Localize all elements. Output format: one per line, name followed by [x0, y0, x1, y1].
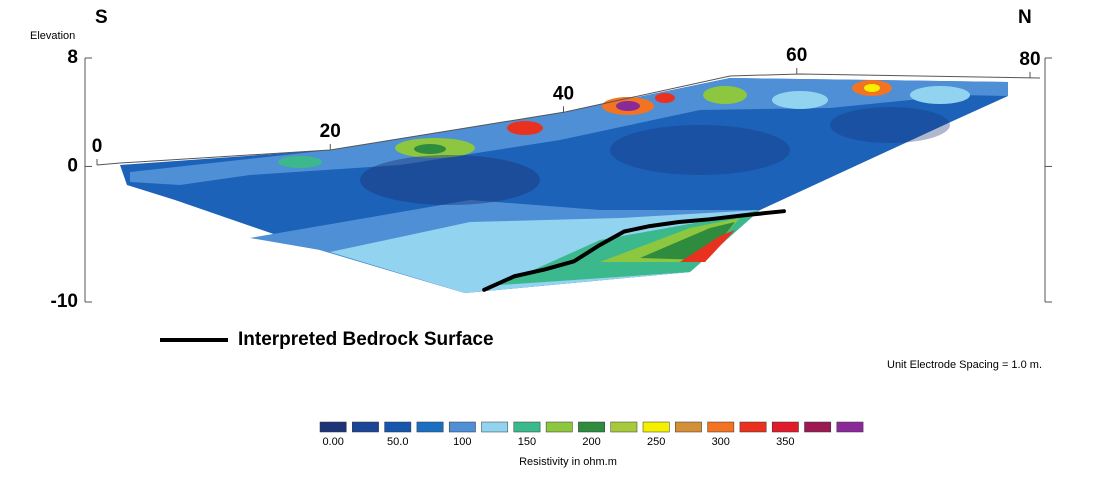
- colorbar-swatch: [545, 421, 573, 433]
- x-tick-label: 60: [786, 45, 807, 66]
- resistivity-section: [96, 73, 1041, 293]
- y-tick-label: 8: [67, 47, 78, 68]
- colorbar-label: Resistivity in ohm.m: [519, 456, 617, 468]
- colorbar-swatch: [771, 421, 799, 433]
- colorbar-tick-label: 50.0: [387, 436, 408, 448]
- colorbar-tick-label: 350: [776, 436, 794, 448]
- y-axis-label: Elevation: [30, 30, 75, 42]
- colorbar-swatch: [739, 421, 767, 433]
- colorbar-tick-label: 300: [712, 436, 730, 448]
- colorbar-tick-label: 100: [453, 436, 471, 448]
- colorbar-swatch: [578, 421, 605, 433]
- legend-label: Interpreted Bedrock Surface: [238, 329, 494, 350]
- colorbar-swatch: [610, 421, 638, 433]
- colorbar-swatch: [675, 421, 702, 433]
- colorbar-swatch: [642, 421, 670, 433]
- colorbar-swatch: [707, 421, 735, 433]
- left-label: S: [95, 7, 108, 28]
- y-tick-label: -10: [51, 291, 78, 312]
- colorbar-swatch: [319, 421, 347, 433]
- colorbar-tick-label: 150: [518, 436, 536, 448]
- y-tick-label: 0: [67, 155, 78, 176]
- x-tick-label: 20: [320, 121, 341, 142]
- colorbar-tick-label: 250: [647, 436, 665, 448]
- colorbar-swatch: [513, 421, 541, 433]
- colorbar-swatch: [448, 421, 476, 433]
- x-tick-label: 0: [92, 136, 103, 157]
- x-tick-label: 40: [553, 83, 574, 104]
- colorbar-swatch: [352, 421, 379, 433]
- colorbar-tick-label: 200: [582, 436, 600, 448]
- colorbar-swatch: [416, 421, 444, 433]
- x-tick-label: 80: [1019, 49, 1040, 70]
- bedrock-line: [482, 209, 786, 292]
- colorbar-tick-label: 0.00: [322, 436, 343, 448]
- note: Unit Electrode Spacing = 1.0 m.: [887, 359, 1042, 371]
- colorbar-swatch: [384, 421, 412, 433]
- colorbar-swatch: [481, 421, 509, 433]
- colorbar-swatch: [836, 421, 864, 433]
- colorbar-swatch: [804, 421, 832, 433]
- right-label: N: [1018, 7, 1032, 28]
